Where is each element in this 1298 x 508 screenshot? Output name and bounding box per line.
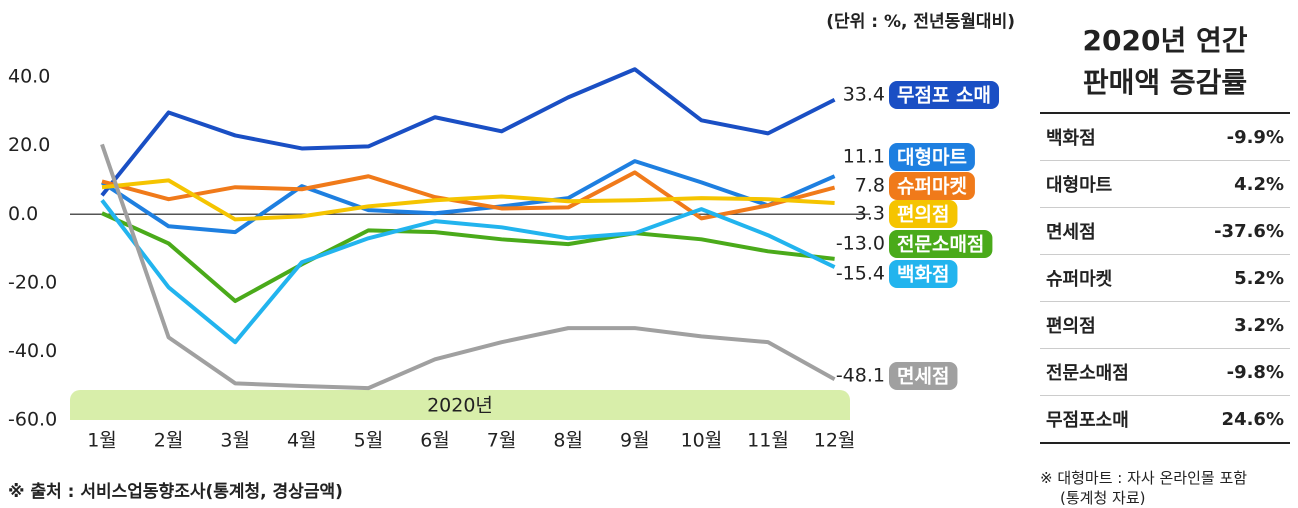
y-tick-label: 40.0 bbox=[8, 66, 50, 88]
table-row: 슈퍼마켓 5.2% bbox=[1040, 254, 1290, 302]
table-cell: 슈퍼마켓 bbox=[1040, 254, 1175, 302]
source-note: ※ 출처 : 서비스업동향조사(통계청, 경상금액) bbox=[8, 481, 343, 502]
table-cell: 5.2% bbox=[1174, 254, 1290, 302]
legend-label: 백화점 bbox=[897, 264, 949, 286]
x-tick-label: 11월 bbox=[747, 430, 789, 452]
x-tick-label: 2월 bbox=[154, 430, 184, 452]
table-title: 판매액 증감률 bbox=[1082, 66, 1248, 99]
legend-label: 편의점 bbox=[897, 204, 949, 226]
value-label: 11.1 bbox=[843, 146, 885, 168]
legend-pill bbox=[889, 143, 975, 171]
unit-note: (단위 : %, 전년동월대비) bbox=[826, 12, 1015, 32]
series-line bbox=[100, 67, 836, 197]
table-row: 대형마트 4.2% bbox=[1040, 160, 1290, 208]
table-cell: 무점포소매 bbox=[1040, 395, 1175, 444]
y-tick-label: -40.0 bbox=[8, 340, 57, 362]
table-cell: 3.2% bbox=[1174, 301, 1290, 349]
table-title: 2020년 연간 bbox=[1082, 24, 1248, 57]
value-label: -15.4 bbox=[836, 263, 885, 285]
legend-pill bbox=[889, 200, 958, 228]
legend-pill bbox=[889, 260, 958, 288]
table-row: 백화점 -9.9% bbox=[1040, 113, 1290, 161]
legend-label: 전문소매점 bbox=[897, 234, 984, 256]
series-line bbox=[101, 170, 836, 221]
y-tick-label: -60.0 bbox=[8, 409, 57, 431]
table-cell: 24.6% bbox=[1174, 395, 1290, 444]
value-label: 3.3 bbox=[855, 203, 885, 225]
value-label: 7.8 bbox=[855, 175, 885, 197]
table-cell: -9.9% bbox=[1174, 113, 1290, 161]
y-tick-label: 20.0 bbox=[8, 134, 50, 156]
x-tick-label: 5월 bbox=[354, 430, 384, 452]
y-tick-label: 0.0 bbox=[8, 203, 38, 225]
x-tick-label: 3월 bbox=[220, 430, 250, 452]
series-line bbox=[100, 159, 836, 235]
y-tick-label: -20.0 bbox=[8, 271, 57, 293]
table-cell: -9.8% bbox=[1174, 348, 1290, 396]
legend-pill bbox=[889, 172, 975, 200]
value-label: -48.1 bbox=[836, 365, 885, 387]
note: (통계청 자료) bbox=[1060, 489, 1146, 507]
year-band bbox=[70, 405, 850, 420]
table-cell: 백화점 bbox=[1040, 113, 1175, 161]
x-tick-label: 6월 bbox=[420, 430, 450, 452]
table-row: 면세점 -37.6% bbox=[1040, 207, 1290, 255]
chart: 2020년 (단위 : %, 전년동월대비) ※ 출처 : 서비스업동향조사(통계청… bbox=[8, 12, 1015, 502]
legend-label: 면세점 bbox=[897, 366, 949, 388]
x-tick-label: 7월 bbox=[487, 430, 517, 452]
x-tick-label: 9월 bbox=[620, 430, 650, 452]
value-label: 33.4 bbox=[843, 84, 885, 106]
table-cell: 전문소매점 bbox=[1040, 348, 1175, 396]
x-tick-label: 12월 bbox=[814, 430, 856, 452]
table-cell: 면세점 bbox=[1040, 207, 1175, 255]
band-label: 2020년 bbox=[427, 395, 493, 417]
series-line bbox=[100, 199, 836, 345]
x-tick-label: 1월 bbox=[87, 430, 117, 452]
note: ※ 대형마트 : 자사 온라인몰 포함 bbox=[1040, 469, 1248, 487]
table-row: 편의점 3.2% bbox=[1040, 301, 1290, 349]
x-tick-label: 10월 bbox=[681, 430, 723, 452]
table-cell: 대형마트 bbox=[1040, 160, 1175, 208]
series-line bbox=[100, 143, 836, 391]
legend-label: 무점포 소매 bbox=[897, 85, 991, 107]
table-row: 전문소매점 -9.8% bbox=[1040, 348, 1290, 396]
series-line bbox=[101, 211, 835, 304]
legend-pill bbox=[889, 230, 993, 258]
table-cell: -37.6% bbox=[1174, 207, 1290, 255]
legend-pill bbox=[889, 362, 958, 390]
legend-label: 대형마트 bbox=[897, 147, 967, 169]
legend-label: 슈퍼마켓 bbox=[897, 176, 967, 198]
table: 백화점 -9.9% 대형마트 4.2% 면세점 -37.6% 슈퍼마켓 5.2% 편의점 3.2%… bbox=[1040, 112, 1290, 444]
x-tick-label: 4월 bbox=[287, 430, 317, 452]
series-line bbox=[101, 178, 835, 222]
side-panel: 2020년 연간 판매액 증감률 백화점 -9.9% 대형마트 4.2% 면세점 -37.… bbox=[1040, 20, 1290, 508]
x-tick-label: 8월 bbox=[553, 430, 583, 452]
legend-pill bbox=[889, 81, 1000, 109]
value-label: -13.0 bbox=[836, 233, 885, 255]
table-row: 무점포소매 24.6% bbox=[1040, 395, 1290, 444]
table-cell: 4.2% bbox=[1174, 160, 1290, 208]
table-cell: 편의점 bbox=[1040, 301, 1175, 349]
